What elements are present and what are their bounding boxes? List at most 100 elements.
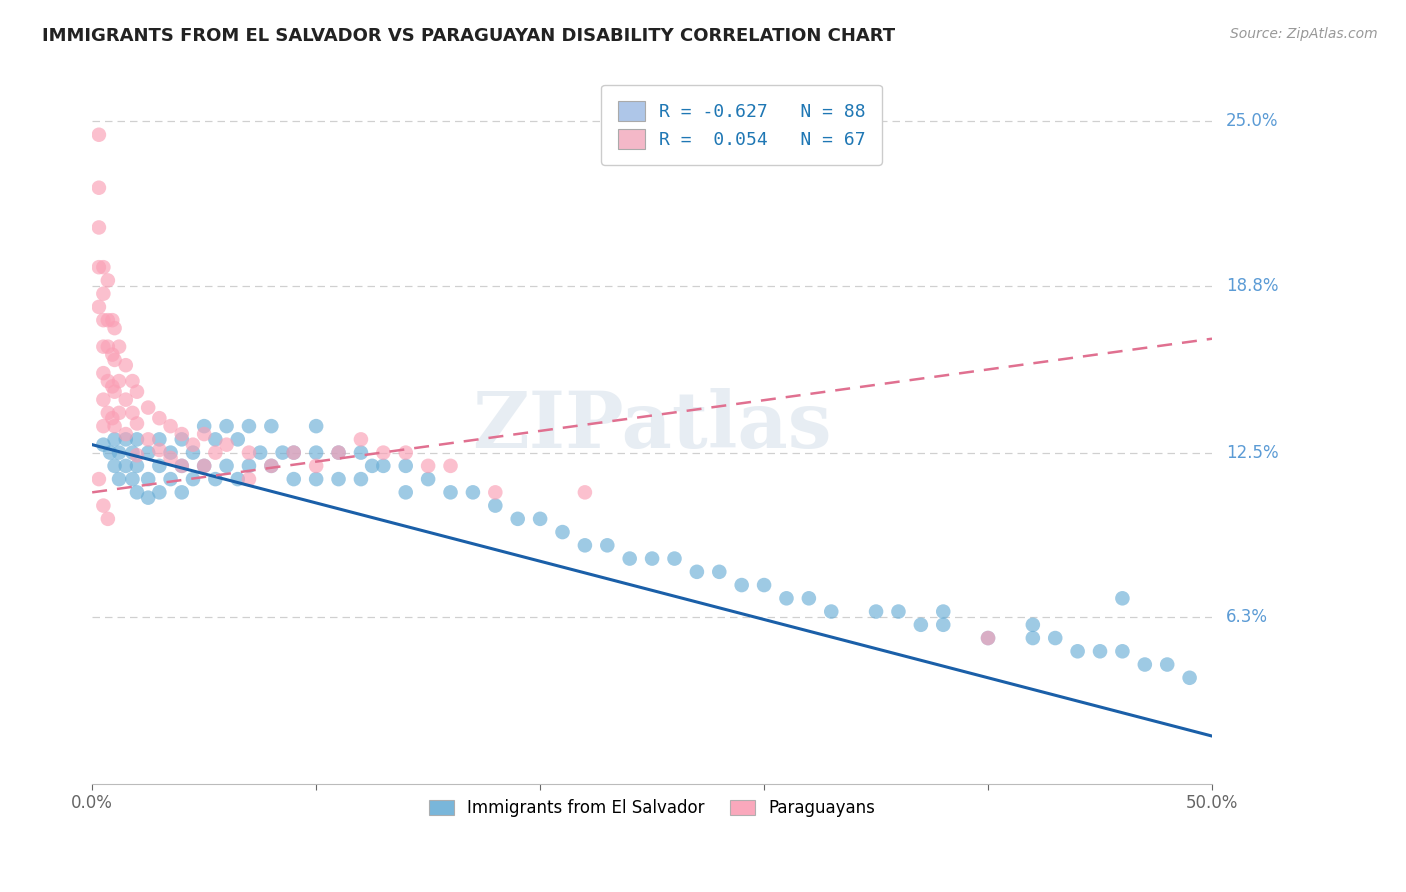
Point [121,374,143,388]
Point [574,538,596,552]
Point [125,384,148,399]
Point [121,406,143,420]
Point [136,491,159,505]
Point [395,458,418,473]
Point [238,419,260,434]
Point [108,340,131,354]
Point [170,458,193,473]
Point [97,313,120,327]
Point [373,458,395,473]
Point [93,286,115,301]
Point [193,458,215,473]
Point [97,273,120,287]
Point [103,321,125,335]
Point [1045,631,1067,645]
Point [170,458,193,473]
Point [121,472,143,486]
Point [125,433,148,447]
Point [101,379,124,393]
Point [932,605,955,619]
Point [461,485,484,500]
Point [1088,644,1111,658]
Point [121,445,143,459]
Point [159,450,181,465]
Point [101,348,124,362]
Text: 12.5%: 12.5% [1226,443,1278,462]
Point [641,551,664,566]
Point [97,374,120,388]
Point [204,445,226,459]
Point [125,458,148,473]
Point [596,538,619,552]
Point [271,445,294,459]
Point [1111,591,1133,606]
Point [101,411,124,425]
Point [136,433,159,447]
Point [108,406,131,420]
Point [148,485,170,500]
Point [193,458,215,473]
Point [108,472,131,486]
Point [350,433,373,447]
Point [193,419,215,434]
Point [93,260,115,275]
Point [910,617,932,632]
Point [87,180,110,194]
Point [260,458,283,473]
Point [305,458,328,473]
Point [686,565,709,579]
Point [731,578,754,592]
Point [1066,644,1088,658]
Text: 25.0%: 25.0% [1226,112,1278,130]
Point [439,458,461,473]
Point [820,605,842,619]
Point [260,458,283,473]
Point [249,445,271,459]
Point [1111,644,1133,658]
Point [506,512,529,526]
Point [283,445,305,459]
Point [350,472,373,486]
Point [93,340,115,354]
Point [204,472,226,486]
Point [114,358,136,372]
Point [1022,617,1045,632]
Point [193,427,215,442]
Point [977,631,1000,645]
Text: 6.3%: 6.3% [1226,607,1268,626]
Point [361,458,384,473]
Point [93,419,115,434]
Point [125,485,148,500]
Point [136,445,159,459]
Point [865,605,887,619]
Point [395,485,418,500]
Point [125,448,148,462]
Point [373,445,395,459]
Point [215,419,238,434]
Point [93,499,115,513]
Point [103,384,125,399]
Text: Source: ZipAtlas.com: Source: ZipAtlas.com [1230,27,1378,41]
Point [283,445,305,459]
Point [93,366,115,380]
Point [103,352,125,367]
Point [932,617,955,632]
Point [170,427,193,442]
Point [619,551,641,566]
Point [1178,671,1201,685]
Point [797,591,820,606]
Point [260,419,283,434]
Point [93,392,115,407]
Point [97,406,120,420]
Point [1133,657,1156,672]
Point [159,419,181,434]
Point [238,472,260,486]
Point [114,392,136,407]
Point [328,445,350,459]
Point [108,445,131,459]
Point [170,433,193,447]
Point [148,458,170,473]
Point [305,445,328,459]
Point [215,458,238,473]
Point [87,300,110,314]
